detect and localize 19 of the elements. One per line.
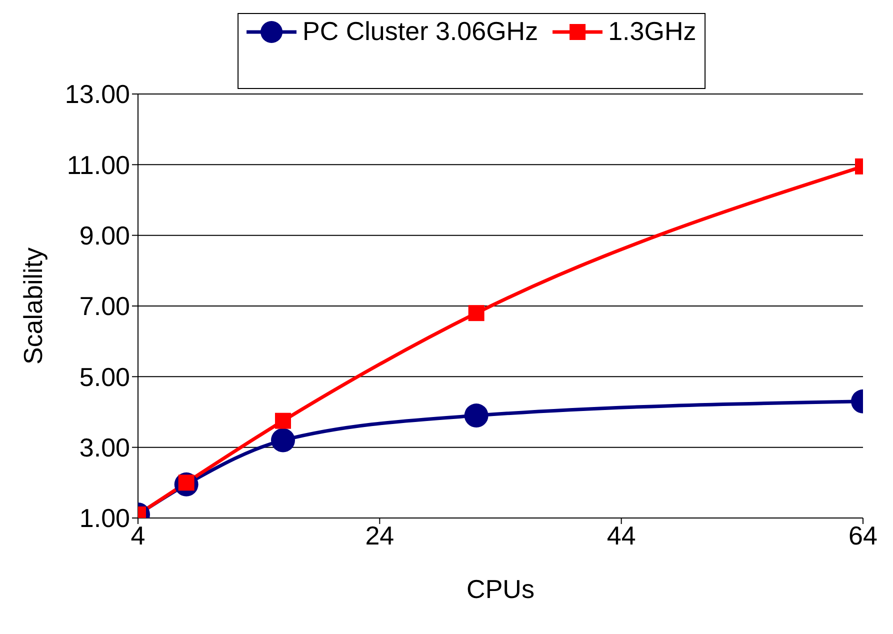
point (271, 428, 295, 452)
y-tick-label: 1.00 (79, 503, 130, 534)
y-tick-label: 9.00 (79, 220, 130, 251)
y-tick-label: 3.00 (79, 432, 130, 463)
x-tick-label: 64 (848, 520, 878, 550)
y-tick-label: 11.00 (66, 150, 130, 180)
y-axis-title: Scalability (18, 247, 48, 365)
y-tick-label: 5.00 (79, 362, 130, 392)
y-tick-label: 13.00 (64, 79, 130, 110)
x-tick-label: 24 (365, 520, 394, 550)
x-tick-label: 44 (606, 520, 636, 550)
point (464, 404, 488, 428)
y-tick-label: 7.00 (79, 291, 130, 322)
x-axis-title: CPUs (466, 574, 534, 604)
legend-label: PC Cluster 3.06GHz (302, 16, 538, 47)
point (468, 305, 484, 322)
point (275, 412, 291, 429)
legend-label: 1.3GHz (607, 16, 696, 47)
x-tick-label: 4 (130, 520, 146, 550)
